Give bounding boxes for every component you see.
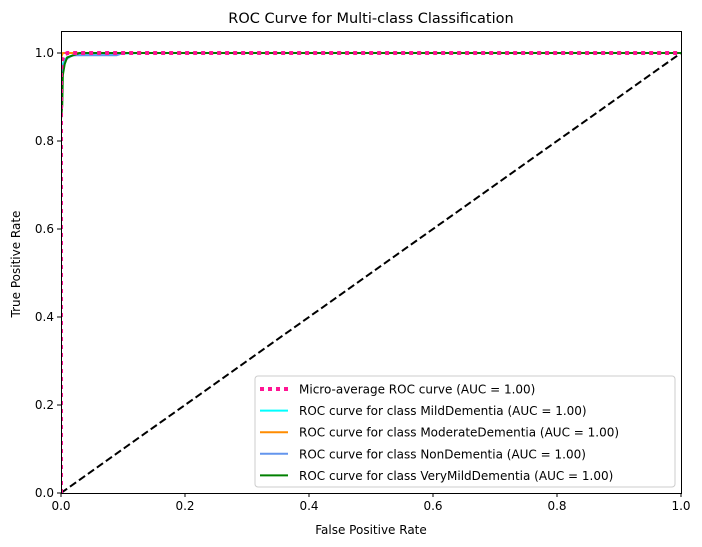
y-tick-label: 0.6 xyxy=(35,222,54,236)
x-tick-label: 0.4 xyxy=(299,499,318,513)
x-tick-label: 0.8 xyxy=(547,499,566,513)
x-tick-label: 0.0 xyxy=(51,499,70,513)
x-tick-label: 0.6 xyxy=(423,499,442,513)
chart-title: ROC Curve for Multi-class Classification xyxy=(228,11,513,27)
y-tick-label: 1.0 xyxy=(35,46,54,60)
y-tick-label: 0.2 xyxy=(35,398,54,412)
y-tick-label: 0.4 xyxy=(35,310,54,324)
legend-label-1: ROC curve for class MildDementia (AUC = … xyxy=(299,404,587,418)
legend-box xyxy=(254,375,676,488)
y-tick-label: 0.8 xyxy=(35,134,54,148)
axis-ticks: 0.0 0.2 0.4 0.6 0.8 1.0 0.0 0.2 0.4 0.6 0.8 1.0 xyxy=(35,46,691,513)
legend-label-3: ROC curve for class NonDementia (AUC = 1… xyxy=(299,447,586,461)
legend-label-2: ROC curve for class ModerateDementia (AU… xyxy=(299,426,619,440)
y-axis-label: True Positive Rate xyxy=(9,211,23,319)
x-tick-label: 0.2 xyxy=(175,499,194,513)
legend-label-0: Micro-average ROC curve (AUC = 1.00) xyxy=(299,383,535,397)
y-tick-label: 0.0 xyxy=(35,486,54,500)
x-axis-label: False Positive Rate xyxy=(315,523,427,537)
legend: Micro-average ROC curve (AUC = 1.00) ROC … xyxy=(254,375,676,488)
roc-series-line-0 xyxy=(61,51,681,493)
plot-frame xyxy=(61,31,682,494)
x-tick-label: 1.0 xyxy=(671,499,690,513)
chance-diagonal-line xyxy=(61,52,681,493)
legend-label-4: ROC curve for class VeryMildDementia (AU… xyxy=(299,469,613,483)
